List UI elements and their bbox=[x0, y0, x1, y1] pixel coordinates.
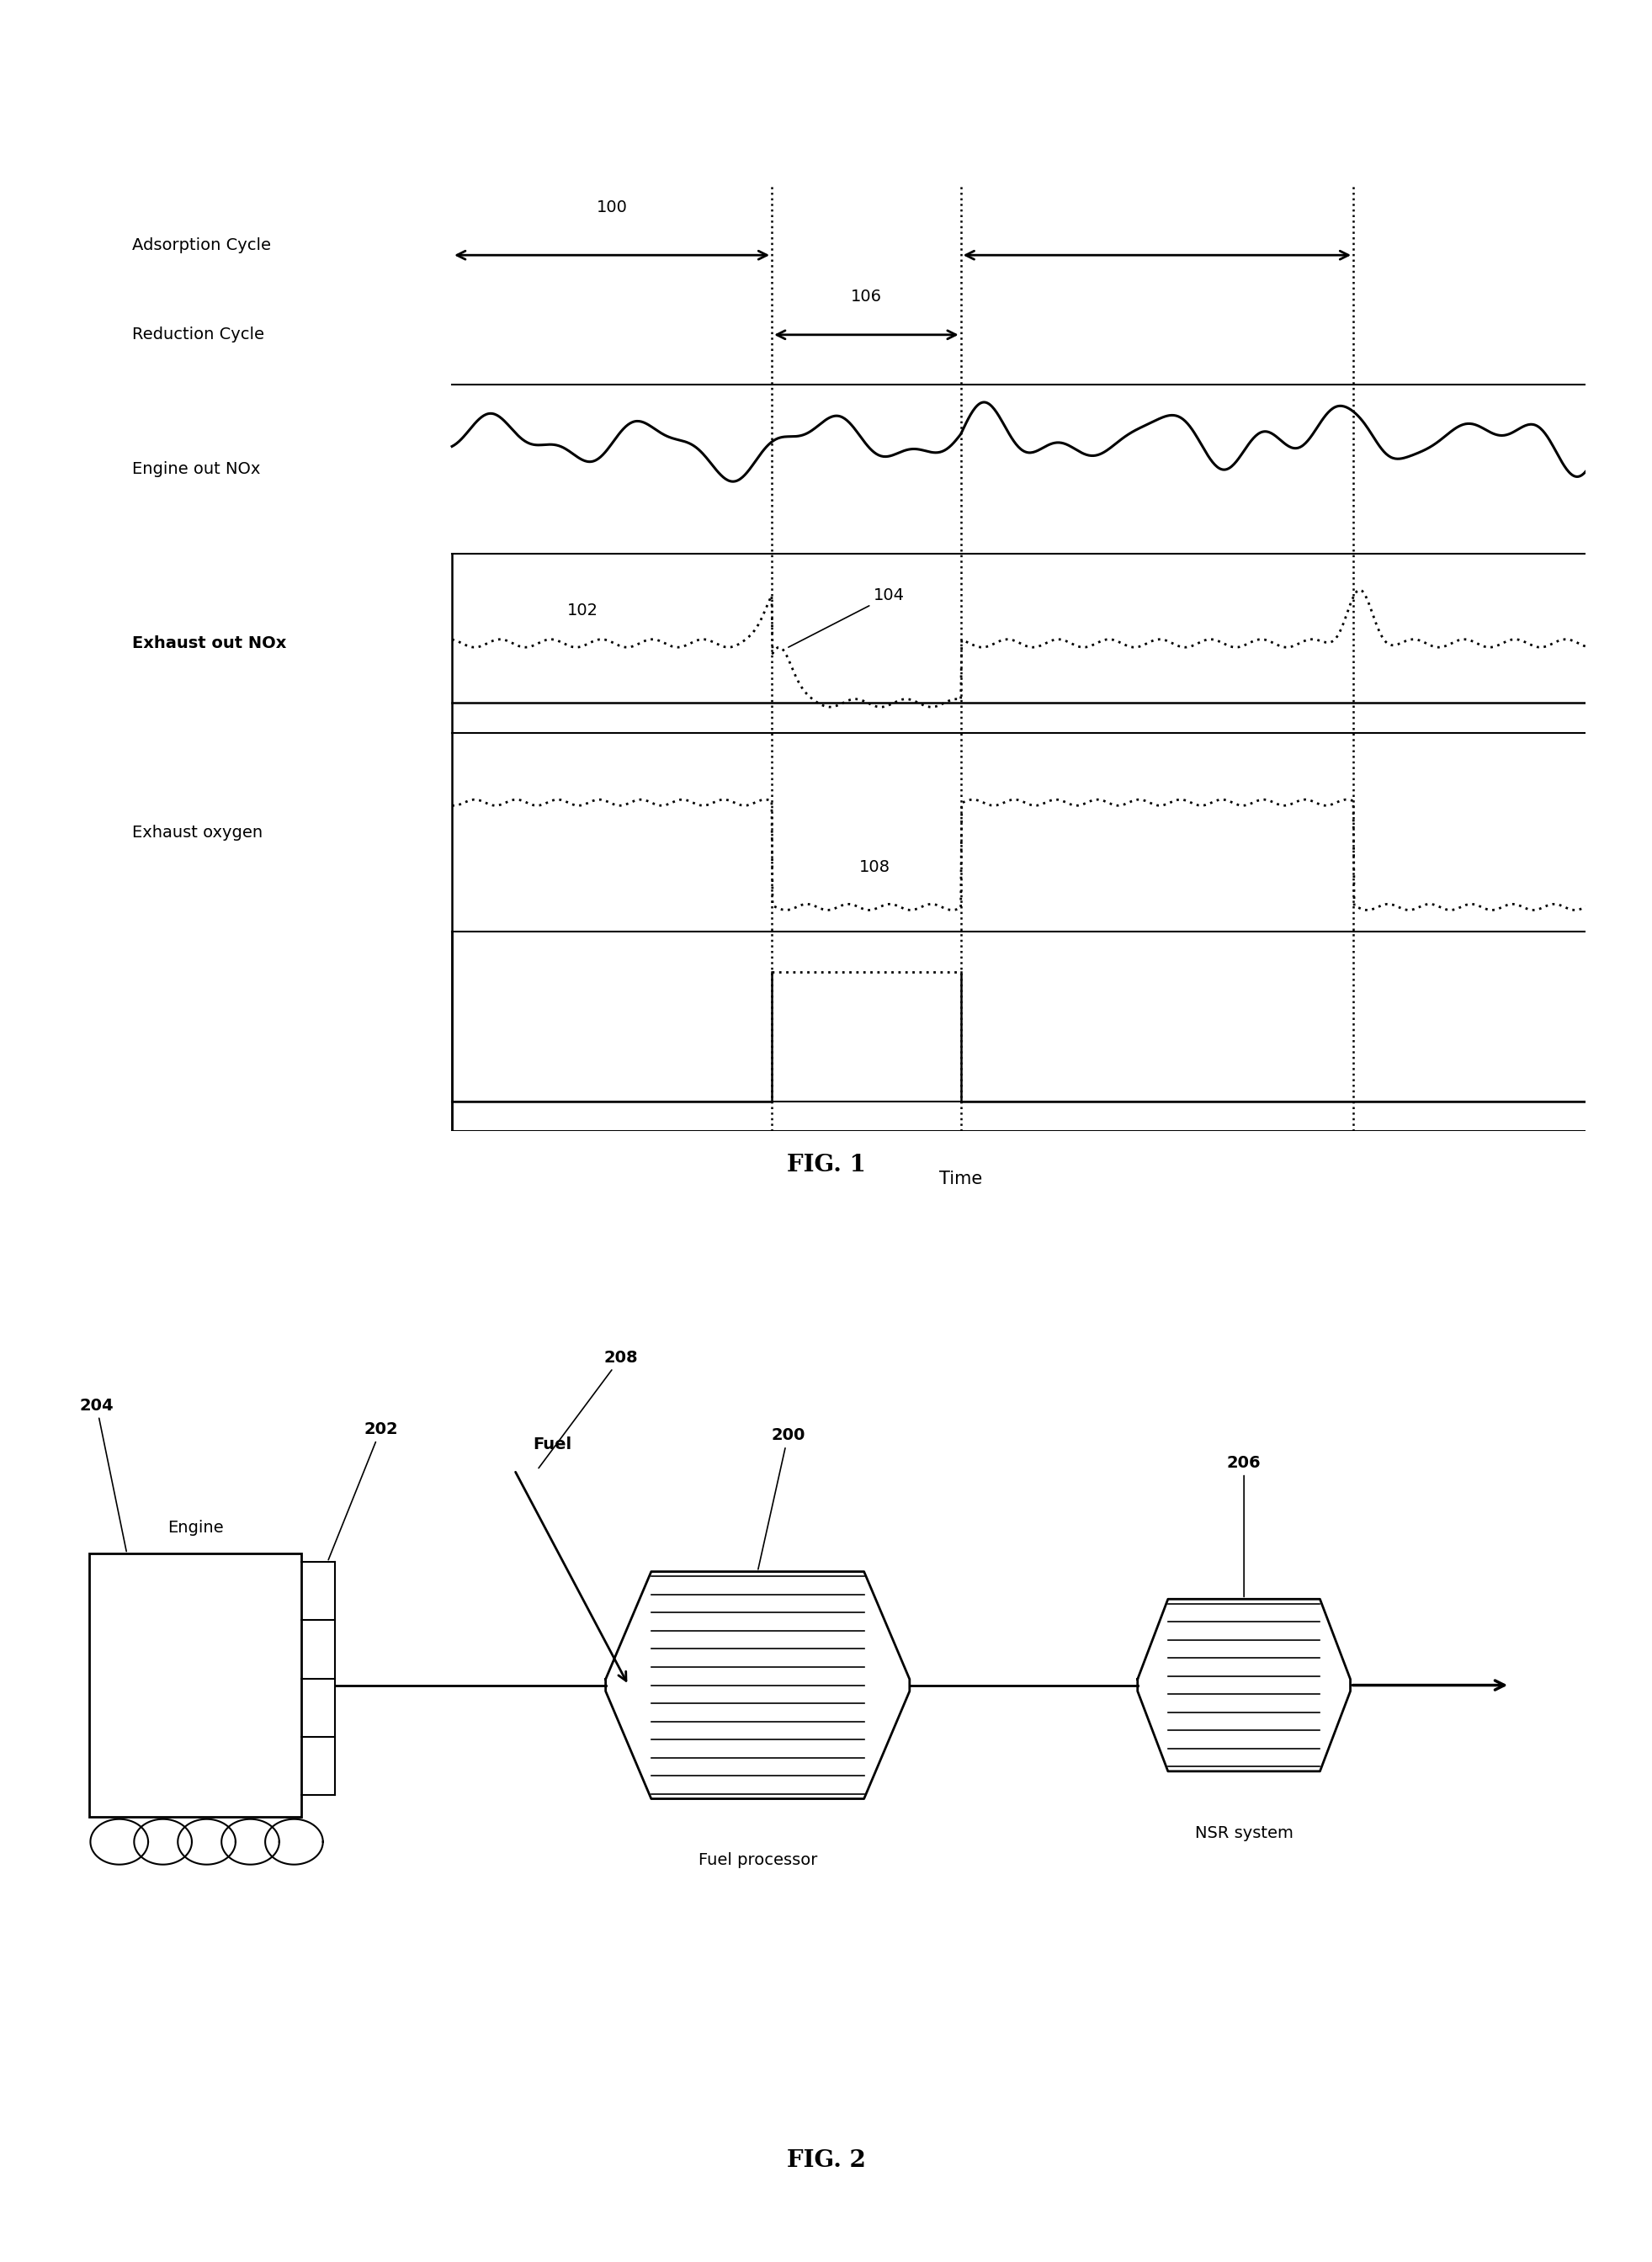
Text: 100: 100 bbox=[596, 199, 628, 215]
Bar bbox=[89, 1554, 302, 1816]
Text: 200: 200 bbox=[758, 1427, 805, 1570]
Text: Adsorption Cycle: Adsorption Cycle bbox=[132, 238, 271, 253]
Text: Exhaust out NOx: Exhaust out NOx bbox=[132, 636, 286, 651]
Text: 202: 202 bbox=[329, 1421, 398, 1561]
Text: 206: 206 bbox=[1227, 1454, 1260, 1597]
Text: 104: 104 bbox=[788, 588, 905, 647]
Text: 102: 102 bbox=[567, 602, 598, 618]
Text: Reduction Cycle: Reduction Cycle bbox=[132, 326, 264, 344]
Text: Engine out NOx: Engine out NOx bbox=[132, 461, 261, 477]
Text: Engine: Engine bbox=[167, 1520, 223, 1536]
Text: Exhaust oxygen: Exhaust oxygen bbox=[132, 823, 263, 841]
Text: 204: 204 bbox=[79, 1398, 127, 1552]
Text: Time: Time bbox=[940, 1172, 983, 1188]
Text: 108: 108 bbox=[859, 860, 890, 875]
Text: NSR system: NSR system bbox=[1194, 1825, 1294, 1841]
Text: FIG. 1: FIG. 1 bbox=[786, 1154, 866, 1176]
Text: Fuel processor: Fuel processor bbox=[699, 1853, 818, 1868]
Text: 106: 106 bbox=[851, 290, 882, 305]
Text: Fuel: Fuel bbox=[534, 1436, 572, 1452]
Text: FIG. 2: FIG. 2 bbox=[786, 2149, 866, 2172]
Text: 208: 208 bbox=[539, 1350, 638, 1468]
